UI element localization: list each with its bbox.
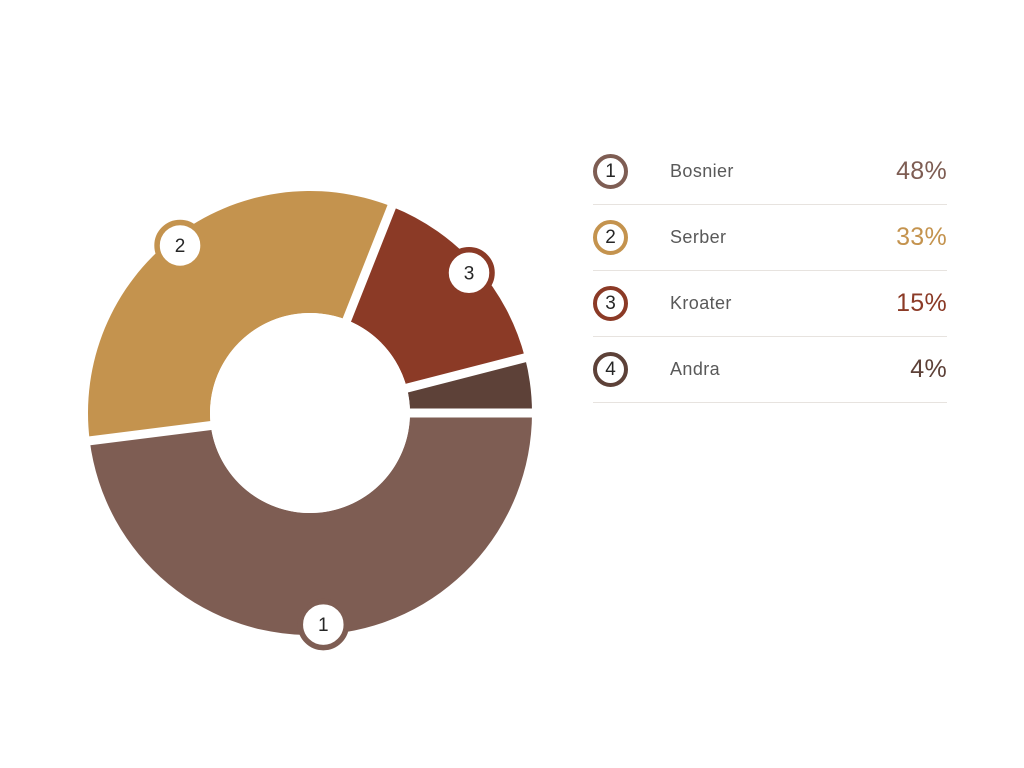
- legend-label: Kroater: [670, 293, 732, 313]
- legend-value: 15%: [896, 289, 947, 317]
- legend-row: 4 Andra 4%: [593, 337, 947, 403]
- segment-badge-circle: [443, 247, 495, 299]
- legend-number: 1: [605, 160, 616, 182]
- legend-number: 3: [605, 292, 616, 314]
- donut-hole: [210, 313, 410, 513]
- legend-label: Bosnier: [670, 161, 734, 181]
- donut-segment-bosnier: [89, 413, 532, 636]
- legend-row: 1 Bosnier 48%: [593, 139, 947, 205]
- legend: 1 Bosnier 48% 2 Serber 33% 3 Kroater 15%…: [593, 139, 947, 403]
- legend-number-badge: 1: [593, 154, 628, 189]
- legend-label: Andra: [670, 359, 721, 379]
- legend-number: 4: [605, 358, 616, 380]
- legend-number: 2: [605, 226, 616, 248]
- segment-badge-number: 2: [175, 236, 186, 257]
- segment-badge-number: 3: [464, 263, 475, 284]
- legend-row: 2 Serber 33%: [593, 205, 947, 271]
- legend-number-badge: 3: [593, 286, 628, 321]
- legend-value: 4%: [910, 355, 947, 383]
- legend-label: Serber: [670, 227, 727, 247]
- legend-row: 3 Kroater 15%: [593, 271, 947, 337]
- segment-badge-circle: [154, 219, 206, 272]
- legend-number-badge: 2: [593, 220, 628, 255]
- segment-badge-number: 1: [318, 615, 329, 636]
- legend-value: 33%: [896, 223, 947, 251]
- donut-segment-kroater: [346, 206, 526, 389]
- segment-badge-circle: [297, 598, 350, 651]
- legend-value: 48%: [896, 157, 947, 185]
- legend-number-badge: 4: [593, 352, 628, 387]
- donut-segment-andra: [406, 357, 532, 413]
